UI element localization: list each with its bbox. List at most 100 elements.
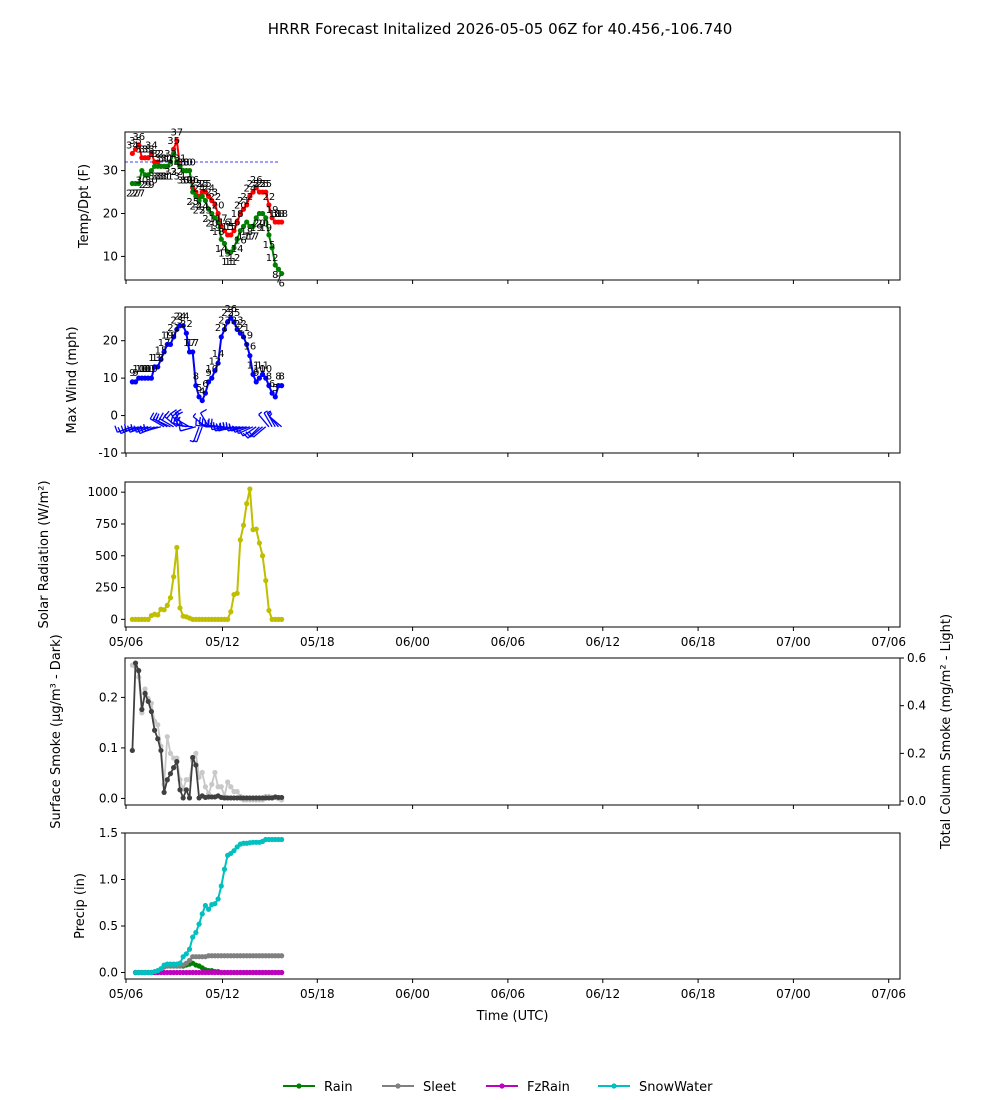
temperature-point	[244, 202, 250, 208]
temperature-data-label: 30	[177, 158, 190, 169]
y-tick-label: 0.1	[99, 741, 118, 755]
wind-data-label: 8	[278, 372, 284, 383]
surface-smoke-point	[183, 787, 189, 793]
solar-radiation-point	[266, 607, 272, 614]
wind-barb-staff	[175, 418, 190, 428]
sleet-point	[186, 957, 193, 964]
temperature-data-label: 18	[275, 209, 288, 220]
wind-point	[183, 330, 189, 336]
temperature-point	[205, 193, 212, 199]
y-tick-label: 250	[95, 581, 118, 595]
legend-label-snow-water: SnowWater	[639, 1080, 713, 1095]
solar-panel: 0 250 500 750 1000 05/06 05/12 05/18 06/00 06/06 0…	[37, 480, 906, 649]
wind-point	[161, 349, 167, 355]
wind-barb-flag	[207, 418, 210, 426]
dewpoint-data-label: 31	[158, 171, 171, 182]
temperature-data-label: 33	[139, 145, 152, 156]
wind-barb-flag	[164, 410, 170, 417]
dewpoint-point	[228, 249, 234, 255]
x-tick-label: 05/12	[205, 635, 240, 649]
wind-barb-half-flag	[177, 416, 181, 421]
temperature-data-label: 21	[237, 196, 250, 207]
wind-barb-staff	[174, 412, 184, 428]
wind-barb-half-flag	[267, 411, 272, 416]
wind-barb-staff	[159, 418, 174, 428]
wind-barb-staff	[196, 426, 203, 443]
wind-barb-flag	[139, 425, 144, 433]
dewpoint-data-label: 18	[240, 227, 253, 238]
x-tick-label: 06/00	[395, 987, 430, 1001]
temperature-point	[155, 159, 161, 165]
temperature-point	[263, 189, 269, 195]
y-right-tick-label: 0.2	[907, 746, 926, 760]
temperature-point	[269, 215, 275, 221]
dewpoint-point	[234, 236, 240, 242]
surface-smoke-point	[132, 660, 139, 666]
dewpoint-data-label: 27	[132, 188, 145, 199]
legend-marker-snow-water	[611, 1083, 617, 1089]
wind-point	[212, 368, 218, 374]
wind-data-label: 13	[148, 353, 161, 364]
temperature-point	[212, 202, 218, 208]
dewpoint-data-label: 18	[212, 227, 225, 238]
wind-data-label: 17	[186, 338, 199, 349]
temperature-data-label: 34	[145, 140, 158, 151]
wind-barb	[200, 408, 210, 428]
surface-smoke-point	[136, 668, 142, 674]
y-tick-label: 0	[110, 409, 118, 423]
surface-smoke-point	[167, 771, 174, 777]
wind-point	[132, 379, 139, 385]
temperature-data-label: 26	[186, 175, 199, 186]
dewpoint-data-label: 30	[136, 176, 149, 187]
surface-smoke-point	[142, 690, 148, 696]
temperature-data-label: 30	[183, 158, 196, 169]
wind-barb-flag	[143, 424, 147, 432]
temperature-data-label: 25	[199, 179, 212, 190]
wind-barb-flag	[123, 424, 128, 432]
legend-label-freezing-rain: FzRain	[527, 1080, 570, 1095]
wind-point	[259, 371, 266, 377]
dewpoint-data-label: 31	[148, 171, 161, 182]
temperature-point	[132, 146, 139, 152]
wind-barb-flag	[170, 409, 177, 415]
temperature-data-label: 37	[170, 128, 183, 139]
surface-smoke-point	[171, 765, 177, 771]
dewpoint-data-label: 24	[196, 201, 209, 212]
snow-water-line	[135, 838, 282, 974]
wind-barb	[248, 426, 267, 438]
y-axis-label: Max Wind (mph)	[65, 326, 80, 433]
dewpoint-point	[167, 159, 174, 165]
surface-smoke-point	[186, 795, 193, 801]
temperature-point	[228, 232, 234, 238]
wind-point	[205, 379, 212, 385]
temperature-point	[253, 185, 259, 191]
dewpoint-point	[253, 215, 259, 221]
y-right-tick-label: 0.6	[907, 651, 926, 665]
surface-smoke-point	[164, 777, 170, 783]
y-tick-label: 30	[103, 164, 118, 178]
temperature-point	[202, 189, 209, 195]
surface-smoke-point	[193, 762, 199, 768]
wind-data-label: 21	[167, 323, 180, 334]
temperature-point	[174, 137, 180, 144]
dewpoint-data-label: 32	[164, 167, 177, 178]
wind-barb-flag	[159, 412, 164, 420]
wind-barb	[189, 426, 200, 443]
dewpoint-data-label: 19	[259, 223, 272, 234]
temperature-data-label: 32	[148, 149, 161, 160]
temperature-data-label: 24	[193, 183, 206, 194]
dewpoint-data-label: 20	[253, 219, 266, 230]
wind-barb-half-flag	[258, 411, 263, 416]
solar-radiation-point	[256, 540, 263, 546]
wind-barb-half-flag	[146, 426, 149, 431]
wind-data-label: 19	[240, 330, 253, 341]
wind-data-label: 16	[244, 342, 257, 353]
temperature-point	[209, 198, 215, 204]
y-tick-label: 1000	[87, 485, 118, 499]
temperature-point	[215, 210, 221, 217]
wind-data-label: 10	[132, 364, 145, 375]
temperature-data-label: 25	[256, 179, 269, 190]
temp-dewpoint-panel: 1020303435363333333432323131313235373130…	[77, 128, 901, 290]
snow-water-point	[205, 906, 212, 912]
dewpoint-point	[196, 198, 202, 204]
